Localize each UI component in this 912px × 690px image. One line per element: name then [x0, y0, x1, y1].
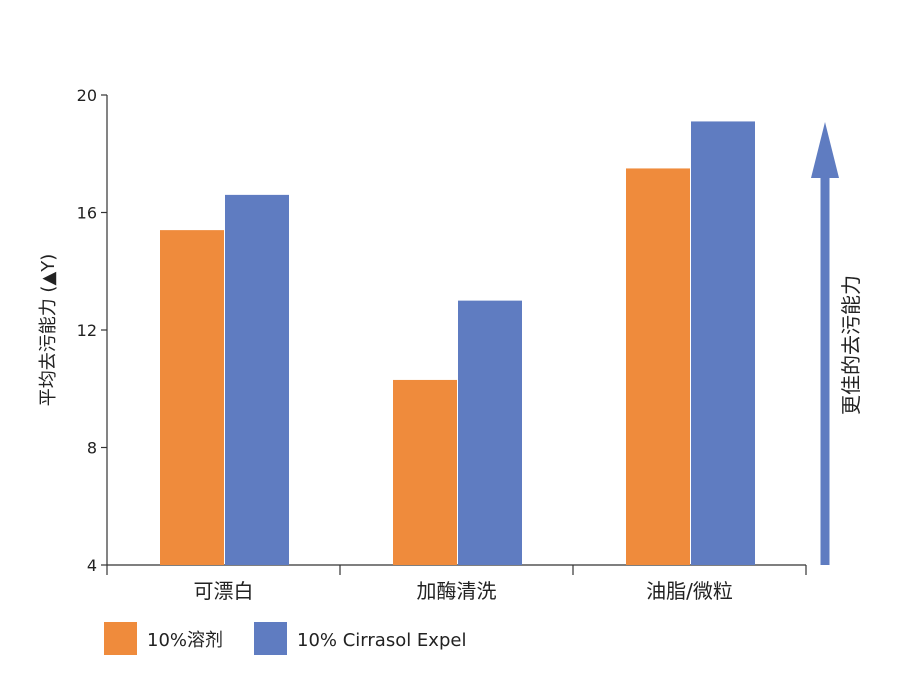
- x-category-label: 油脂/微粒: [646, 579, 733, 603]
- legend: 10%溶剂 10% Cirrasol Expel: [104, 622, 466, 655]
- y-tick-label: 20: [77, 86, 97, 105]
- bar-2: [691, 121, 755, 565]
- x-category-label: 加酶清洗: [417, 579, 497, 603]
- bar-1: [160, 230, 224, 565]
- bar-1: [393, 379, 457, 565]
- y-tick-label: 4: [87, 556, 97, 575]
- bar-2: [225, 194, 289, 565]
- bar-2: [458, 300, 522, 565]
- bars: [160, 121, 755, 565]
- legend-swatch: [104, 622, 137, 655]
- bar-1: [626, 168, 690, 565]
- y-tick-label: 8: [87, 439, 97, 458]
- legend-label: 10%溶剂: [147, 630, 223, 651]
- annotation-label: 更佳的去污能力: [839, 275, 863, 415]
- x-category-label: 可漂白: [194, 579, 254, 603]
- y-tick-label: 16: [77, 204, 97, 223]
- annotation: 更佳的去污能力: [811, 122, 863, 565]
- y-tick-label: 12: [77, 321, 97, 340]
- legend-label: 10% Cirrasol Expel: [297, 630, 466, 651]
- axis-labels: 4 8 12 16 20 可漂白 加酶清洗 油脂/微粒 平均去污能力 (▲Y): [38, 86, 733, 603]
- y-axis-label: 平均去污能力 (▲Y): [38, 254, 59, 407]
- annotation-arrow-head: [811, 122, 839, 178]
- legend-swatch: [254, 622, 287, 655]
